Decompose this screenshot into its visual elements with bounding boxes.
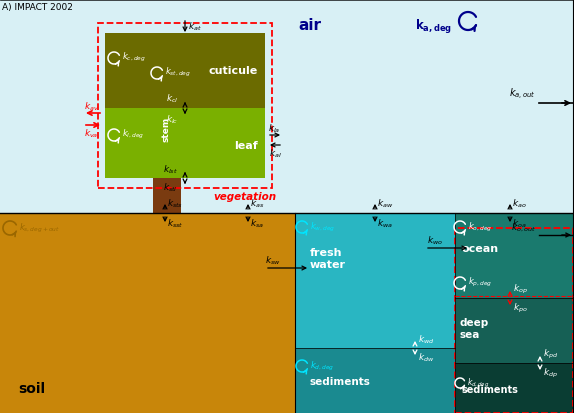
- Text: $k_{cl}$: $k_{cl}$: [165, 92, 178, 105]
- Text: sediments: sediments: [310, 376, 371, 386]
- Text: $k_{la}$: $k_{la}$: [268, 122, 281, 135]
- Text: $k_{as}$: $k_{as}$: [250, 197, 264, 209]
- Text: $k_{po}$: $k_{po}$: [513, 301, 528, 314]
- Bar: [0, 214, 295, 413]
- Text: $k_{ao}$: $k_{ao}$: [512, 197, 527, 209]
- Text: $k_{p,deg}$: $k_{p,deg}$: [468, 275, 492, 288]
- Bar: [455, 214, 574, 298]
- Bar: [105, 109, 265, 178]
- Text: $k_{c,deg}$: $k_{c,deg}$: [122, 50, 146, 64]
- Text: $k_{pd}$: $k_{pd}$: [543, 347, 559, 360]
- Text: $k_{aw}$: $k_{aw}$: [377, 197, 393, 209]
- Text: $k_{sst}$: $k_{sst}$: [167, 218, 184, 230]
- Bar: [455, 228, 573, 413]
- Text: leaf: leaf: [234, 141, 258, 151]
- Text: vegetation: vegetation: [213, 192, 276, 202]
- Bar: [98, 24, 272, 189]
- Text: $k_{dp}$: $k_{dp}$: [543, 366, 558, 379]
- Text: $k_{o,deg}$: $k_{o,deg}$: [468, 220, 492, 233]
- Text: $k_{dw}$: $k_{dw}$: [418, 351, 435, 363]
- Text: $k_{al}$: $k_{al}$: [269, 147, 282, 160]
- Text: $k_{oa}$: $k_{oa}$: [512, 218, 526, 230]
- Text: $k_{wo}$: $k_{wo}$: [427, 234, 443, 247]
- Text: $k_{a,out}$: $k_{a,out}$: [509, 87, 536, 102]
- Bar: [0, 0, 574, 214]
- Text: $k_{d,deg}$: $k_{d,deg}$: [467, 375, 490, 389]
- Text: $k_{lst}$: $k_{lst}$: [163, 163, 178, 176]
- Text: $k_{d,deg}$: $k_{d,deg}$: [310, 358, 335, 372]
- Text: ocean: ocean: [462, 243, 499, 254]
- Bar: [455, 363, 574, 413]
- Text: sediments: sediments: [462, 384, 519, 394]
- Text: $\mathbf{k_{a,deg}}$: $\mathbf{k_{a,deg}}$: [415, 18, 452, 36]
- Text: $k_{w,deg}$: $k_{w,deg}$: [310, 220, 335, 233]
- Text: air: air: [298, 18, 321, 33]
- Text: $k_{at}$: $k_{at}$: [188, 20, 202, 33]
- Text: $k_{wd}$: $k_{wd}$: [418, 333, 435, 345]
- Text: $k_{l,deg}$: $k_{l,deg}$: [122, 127, 144, 140]
- Bar: [455, 298, 574, 363]
- Bar: [153, 44, 181, 214]
- Text: $k_{sts}$: $k_{sts}$: [167, 197, 183, 209]
- Text: deep
sea: deep sea: [460, 318, 489, 339]
- Text: $k_{av}$: $k_{av}$: [84, 100, 99, 113]
- Text: $k_{sa}$: $k_{sa}$: [250, 218, 264, 230]
- Text: stem: stem: [161, 116, 170, 141]
- Bar: [295, 214, 455, 348]
- Text: $k_{lc}$: $k_{lc}$: [166, 113, 178, 125]
- Text: soil: soil: [18, 381, 45, 395]
- Text: $k_{va}$: $k_{va}$: [84, 128, 98, 140]
- Text: $k_{stl}$: $k_{stl}$: [163, 182, 178, 194]
- Text: fresh
water: fresh water: [310, 248, 346, 269]
- Text: cuticule: cuticule: [209, 66, 258, 76]
- Bar: [105, 34, 265, 109]
- Text: $k_{o,out}$: $k_{o,out}$: [511, 221, 536, 233]
- Text: $k_{op}$: $k_{op}$: [513, 282, 528, 295]
- Text: $k_{sw}$: $k_{sw}$: [265, 254, 281, 266]
- Text: $k_{st,deg}$: $k_{st,deg}$: [165, 65, 191, 78]
- Text: $k_{wa}$: $k_{wa}$: [377, 218, 393, 230]
- Bar: [295, 348, 455, 413]
- Text: $k_{s,deg+out}$: $k_{s,deg+out}$: [19, 221, 60, 234]
- Text: A) IMPACT 2002: A) IMPACT 2002: [2, 3, 73, 12]
